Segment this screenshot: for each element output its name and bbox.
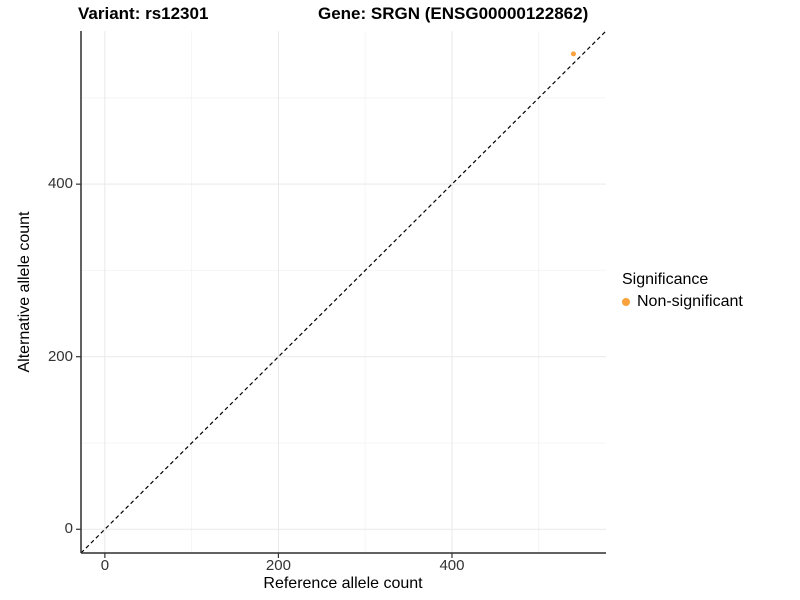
x-tick-label: 0 [100,557,110,574]
y-tick-label: 400 [47,175,73,193]
legend-item-label: Non-significant [637,293,743,310]
legend-items: Non-significant [622,293,743,311]
plot-title-variant: Variant: rs12301 [78,4,209,23]
y-tick-label: 0 [64,520,73,538]
identity-reference-line [80,30,607,554]
plot-panel [76,30,607,558]
data-point [570,51,576,57]
legend-item: Non-significant [622,293,743,311]
legend-point-icon [622,298,630,306]
y-tick-label: 200 [47,347,73,365]
x-axis-title: Reference allele count [263,575,423,592]
x-tick-label: 200 [265,557,291,574]
plot-title-gene: Gene: SRGN (ENSG00000122862) [318,4,589,23]
x-tick-label: 400 [439,557,465,574]
plot-canvas [76,30,607,558]
y-axis-title: Alternative allele count [16,211,33,373]
legend-title: Significance [622,271,709,288]
legend: Significance Non-significant [622,271,743,311]
